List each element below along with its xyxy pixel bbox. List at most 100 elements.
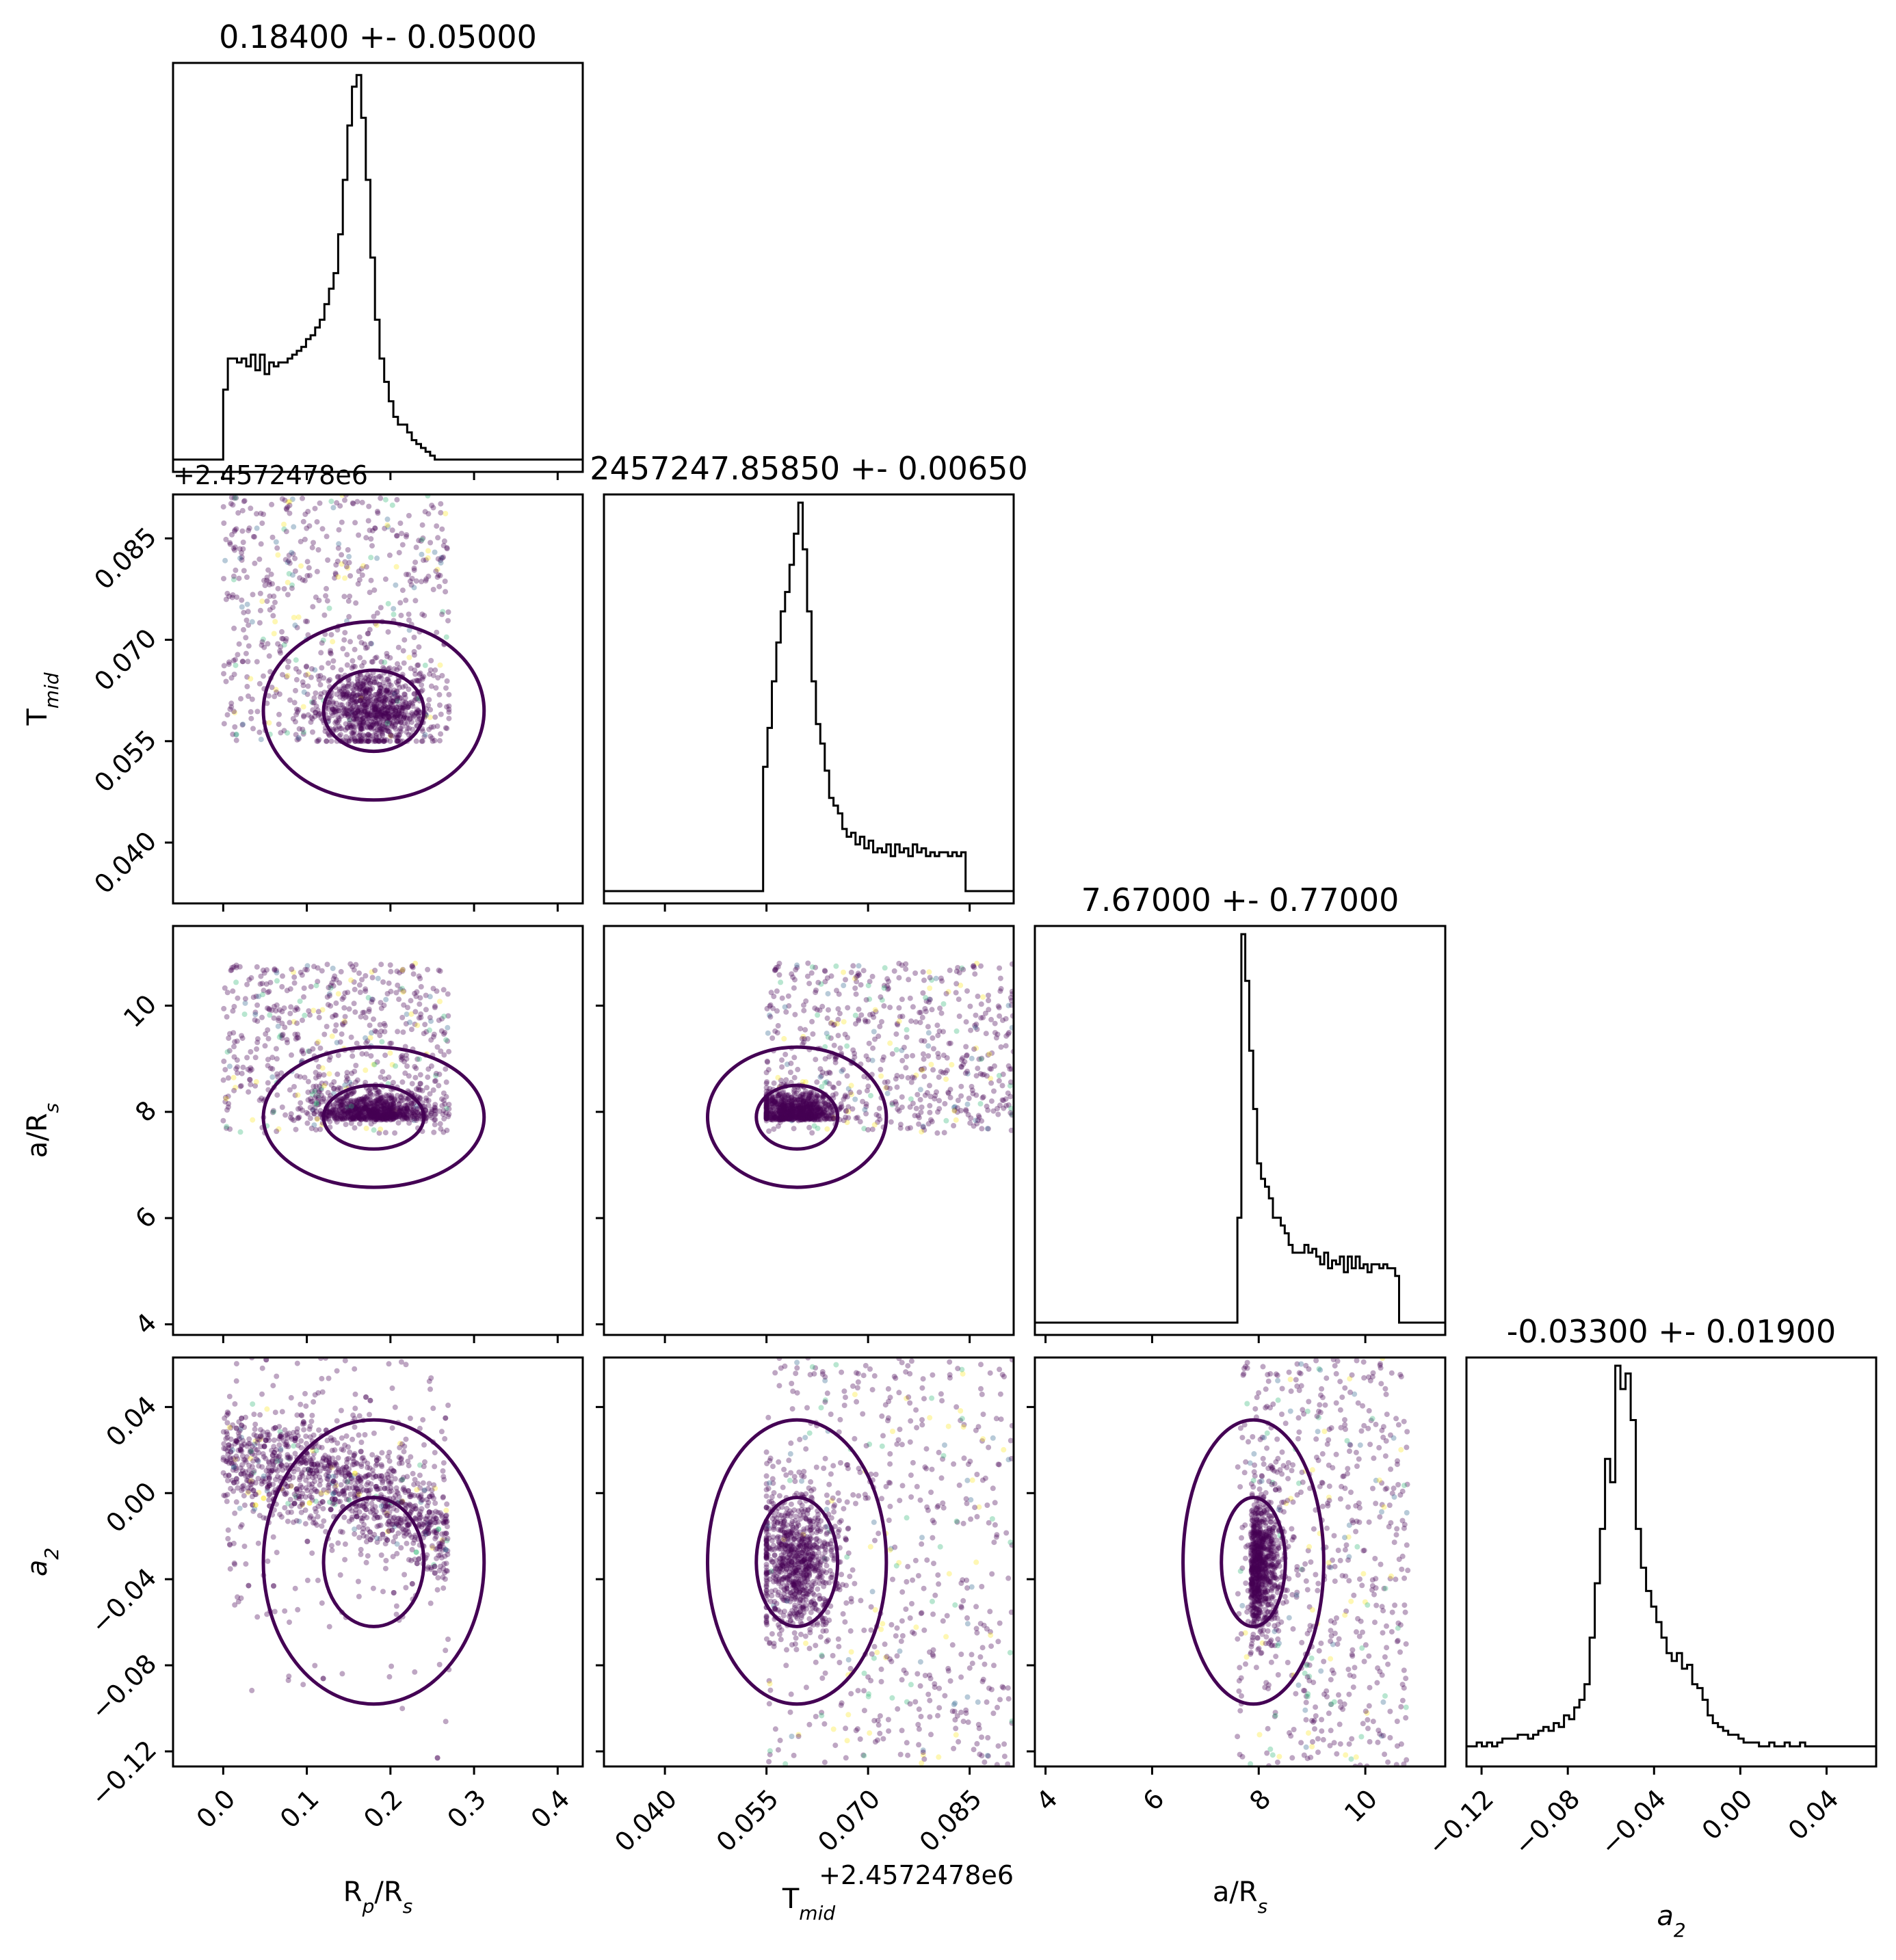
- scatter-point: [439, 555, 445, 561]
- scatter-point: [397, 718, 404, 724]
- histogram-step-line: [604, 501, 1014, 892]
- scatter-point: [863, 997, 869, 1003]
- scatter-point: [350, 1053, 356, 1059]
- scatter-point: [404, 1105, 410, 1111]
- scatter-point: [285, 1500, 291, 1507]
- scatter-point: [763, 1110, 769, 1116]
- scatter-point: [798, 1109, 804, 1115]
- scatter-point: [381, 713, 387, 719]
- scatter-point: [825, 1034, 831, 1040]
- scatter-point: [302, 512, 308, 517]
- scatter-point: [404, 1105, 410, 1111]
- scatter-point: [345, 725, 351, 731]
- scatter-point: [313, 703, 319, 709]
- scatter-point: [371, 679, 378, 685]
- scatter-point: [347, 721, 353, 726]
- scatter-point: [908, 1096, 914, 1102]
- scatter-point: [332, 725, 339, 731]
- scatter-point: [232, 1561, 238, 1567]
- scatter-point: [360, 1106, 367, 1112]
- scatter-point: [866, 1040, 872, 1046]
- scatter-point: [809, 964, 815, 970]
- scatter-point: [316, 737, 322, 743]
- scatter-point: [346, 708, 352, 714]
- scatter-point: [875, 1113, 882, 1119]
- scatter-point: [392, 1130, 398, 1136]
- scatter-point: [410, 1100, 417, 1107]
- scatter-point: [351, 967, 357, 973]
- scatter-point: [357, 730, 363, 736]
- scatter-point: [392, 1111, 398, 1117]
- scatter-point: [374, 719, 380, 726]
- scatter-point: [337, 702, 343, 708]
- scatter-point: [365, 1096, 371, 1102]
- scatter-point: [413, 678, 419, 683]
- scatter-point: [300, 1502, 305, 1508]
- scatter-point: [240, 1064, 246, 1070]
- scatter-point: [293, 657, 299, 663]
- scatter-point: [879, 997, 885, 1003]
- scatter-point: [386, 1468, 392, 1474]
- scatter-point: [767, 1110, 773, 1116]
- scatter-point: [358, 1116, 365, 1122]
- scatter-point: [430, 672, 436, 678]
- scatter-point: [310, 604, 316, 610]
- scatter-point: [763, 1105, 769, 1111]
- scatter-point: [381, 1106, 387, 1112]
- scatter-point: [271, 593, 277, 599]
- scatter-point: [813, 1104, 819, 1110]
- scatter-point: [801, 1097, 807, 1103]
- scatter-point: [421, 1522, 427, 1528]
- scatter-point: [334, 719, 341, 726]
- scatter-point: [349, 1104, 355, 1111]
- scatter-point: [360, 726, 366, 732]
- scatter-point: [943, 1070, 949, 1076]
- scatter-point: [379, 729, 385, 735]
- scatter-point: [763, 1112, 769, 1118]
- scatter-point: [335, 991, 341, 997]
- scatter-point: [974, 1027, 980, 1033]
- scatter-point: [347, 1101, 353, 1107]
- scatter-point: [357, 1115, 363, 1122]
- scatter-point: [382, 1097, 389, 1102]
- scatter-point: [349, 730, 355, 736]
- scatter-point: [800, 1112, 806, 1118]
- scatter-point: [265, 1057, 271, 1063]
- scatter-point: [361, 1102, 367, 1108]
- scatter-point: [763, 1112, 769, 1118]
- scatter-point: [373, 713, 379, 719]
- scatter-point: [822, 968, 828, 975]
- scatter-point: [341, 1489, 347, 1495]
- scatter-point: [378, 1116, 384, 1122]
- scatter-point: [414, 696, 420, 702]
- scatter-point: [763, 1115, 769, 1122]
- scatter-point: [378, 1113, 383, 1118]
- scatter-point: [304, 691, 311, 698]
- scatter-point: [333, 1100, 339, 1107]
- scatter-point: [397, 1105, 403, 1111]
- scatter-point: [329, 1464, 334, 1470]
- scatter-point: [781, 1116, 787, 1122]
- scatter-point: [427, 1112, 434, 1118]
- scatter-point: [791, 1116, 797, 1122]
- scatter-point: [376, 703, 382, 709]
- scatter-point: [413, 709, 419, 715]
- scatter-point: [386, 1106, 392, 1112]
- scatter-point: [385, 1528, 391, 1535]
- scatter-point: [231, 1087, 237, 1094]
- scatter-point: [391, 1590, 397, 1595]
- scatter-point: [353, 713, 359, 719]
- scatter-point: [304, 525, 310, 531]
- scatter-point: [385, 1474, 391, 1481]
- scatter-point: [850, 1047, 856, 1053]
- scatter-point: [351, 1098, 357, 1104]
- scatter-point: [348, 1107, 354, 1113]
- scatter-point: [790, 1116, 796, 1122]
- scatter-point: [814, 1111, 820, 1117]
- scatter-point: [326, 1482, 332, 1488]
- scatter-point: [384, 516, 391, 522]
- scatter-point: [988, 1080, 995, 1086]
- scatter-point: [317, 673, 324, 678]
- scatter-point: [374, 1115, 380, 1121]
- scatter-point: [788, 1106, 794, 1112]
